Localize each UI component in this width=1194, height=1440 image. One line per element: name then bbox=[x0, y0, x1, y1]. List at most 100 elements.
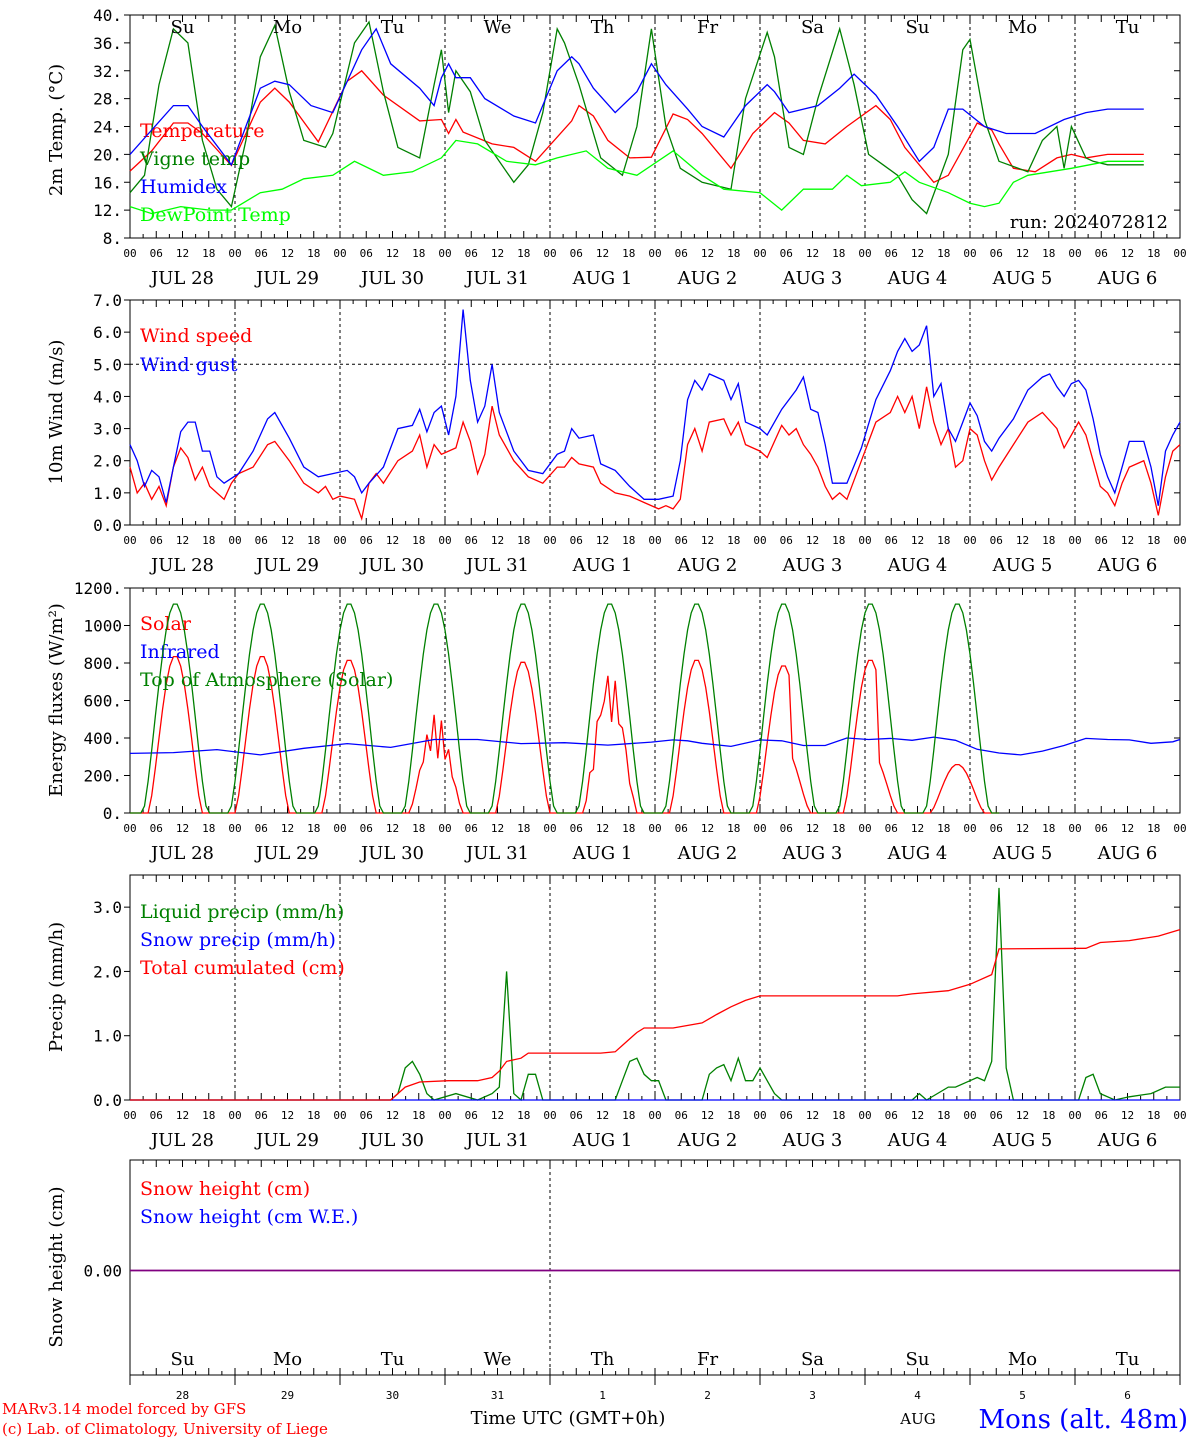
panel-3-hour-label: 18 bbox=[622, 822, 635, 835]
panel-1-hour-label: 06 bbox=[780, 247, 793, 260]
panel-2-hour-label: 12 bbox=[386, 534, 399, 547]
panel-3-hour-label: 06 bbox=[675, 822, 688, 835]
panel-4-hour-label: 00 bbox=[648, 1109, 661, 1122]
panel-4-date-label: JUL 28 bbox=[149, 1130, 214, 1151]
panel-2-hour-label: 12 bbox=[176, 534, 189, 547]
panel-1-hour-label: 12 bbox=[806, 247, 819, 260]
panel-2-frame bbox=[129, 299, 1181, 526]
copyright-credit: (c) Lab. of Climatology, University of L… bbox=[2, 1420, 328, 1438]
panel-1-weekday-label: Tu bbox=[381, 17, 405, 38]
panel-3-y-tick-label: 800. bbox=[83, 654, 122, 673]
panel-4-hour-label: 06 bbox=[675, 1109, 688, 1122]
panel-3-hour-label: 12 bbox=[701, 822, 714, 835]
panel-3-hour-label: 18 bbox=[517, 822, 530, 835]
panel-2-hour-label: 06 bbox=[570, 534, 583, 547]
panel-1-weekday-label: Fr bbox=[697, 17, 718, 38]
panel-4-hour-label: 06 bbox=[255, 1109, 268, 1122]
panel-2-y-tick-label: 5.0 bbox=[93, 355, 122, 374]
panel-3-legend-1: Solar bbox=[140, 613, 192, 635]
panel-4-hour-label: 00 bbox=[333, 1109, 346, 1122]
panel-4-series-3-line bbox=[130, 928, 1181, 1101]
panel-2-hour-label: 06 bbox=[255, 534, 268, 547]
panel-1-y-tick-label: 28. bbox=[93, 90, 122, 109]
panel-5-weekday-label: Tu bbox=[1116, 1349, 1140, 1370]
panel-5-weekday-label: Sa bbox=[801, 1349, 824, 1370]
panel-3-hour-label: 12 bbox=[176, 822, 189, 835]
panel-1-hour-label: 18 bbox=[412, 247, 425, 260]
panel-1-weekday-label: Mo bbox=[273, 17, 302, 38]
panel-4-hour-label: 18 bbox=[937, 1109, 950, 1122]
panel-1-weekday-label: Th bbox=[591, 17, 615, 38]
panel-1-hour-label: 06 bbox=[570, 247, 583, 260]
panel-2-date-label: JUL 29 bbox=[254, 555, 319, 576]
panel-3-hour-label: 00 bbox=[1173, 822, 1186, 835]
panel-4-hour-label: 18 bbox=[727, 1109, 740, 1122]
panel-3-hour-label: 00 bbox=[753, 822, 766, 835]
panel-3-hour-label: 06 bbox=[360, 822, 373, 835]
panel-1-hour-label: 18 bbox=[1042, 247, 1055, 260]
panel-4-hour-label: 18 bbox=[307, 1109, 320, 1122]
panel-1-hour-label: 06 bbox=[150, 247, 163, 260]
panel-4-legend-2: Snow precip (mm/h) bbox=[140, 929, 336, 951]
panel-3-hour-label: 00 bbox=[1068, 822, 1081, 835]
panel-3-hour-label: 00 bbox=[963, 822, 976, 835]
panel-1-hour-label: 00 bbox=[123, 247, 136, 260]
panel-1-weekday-label: Tu bbox=[1116, 17, 1140, 38]
panel-2-hour-label: 00 bbox=[1068, 534, 1081, 547]
panel-5-legend-2: Snow height (cm W.E.) bbox=[140, 1206, 358, 1228]
panel-5-weekday-label: Tu bbox=[381, 1349, 405, 1370]
panel-2-legend-1: Wind speed bbox=[140, 325, 252, 347]
panel-3-hour-label: 18 bbox=[1042, 822, 1055, 835]
panel-1-hour-label: 06 bbox=[1095, 247, 1108, 260]
panel-5-y-tick-label: 0.00 bbox=[83, 1262, 122, 1281]
panel-4-hour-label: 00 bbox=[228, 1109, 241, 1122]
panel-1-hour-label: 18 bbox=[307, 247, 320, 260]
panel-5-day-number: 3 bbox=[809, 1389, 816, 1402]
panel-1-weekday-label: We bbox=[484, 17, 512, 38]
panel-2-hour-label: 18 bbox=[832, 534, 845, 547]
panel-5-day-number: 30 bbox=[386, 1389, 399, 1402]
panel-2-y-tick-label: 7.0 bbox=[93, 291, 122, 310]
panel-3-hour-label: 12 bbox=[596, 822, 609, 835]
panel-5-weekday-label: We bbox=[484, 1349, 512, 1370]
panel-4-date-label: JUL 30 bbox=[359, 1130, 424, 1151]
panel-4-legend-1: Liquid precip (mm/h) bbox=[140, 901, 344, 923]
panel-2-hour-label: 06 bbox=[150, 534, 163, 547]
panel-2-hour-label: 18 bbox=[307, 534, 320, 547]
panel-4-hour-label: 06 bbox=[1095, 1109, 1108, 1122]
panel-5-day-number: 1 bbox=[599, 1389, 606, 1402]
panel-2-hour-label: 00 bbox=[963, 534, 976, 547]
panel-1-weekday-label: Su bbox=[171, 17, 195, 38]
panel-1-hour-label: 12 bbox=[386, 247, 399, 260]
panel-4-hour-label: 12 bbox=[596, 1109, 609, 1122]
panel-4-hour-label: 06 bbox=[465, 1109, 478, 1122]
panel-2-hour-label: 00 bbox=[543, 534, 556, 547]
panel-1-hour-label: 12 bbox=[1121, 247, 1134, 260]
panel-5-legend-1: Snow height (cm) bbox=[140, 1178, 310, 1200]
panel-3-date-label: AUG 1 bbox=[572, 843, 633, 864]
panel-2-date-label: AUG 1 bbox=[572, 555, 633, 576]
panel-5-day-number: 5 bbox=[1019, 1389, 1026, 1402]
panel-2-y-tick-label: 1.0 bbox=[93, 484, 122, 503]
panel-5-y-axis-label: Snow height (cm) bbox=[46, 1186, 67, 1347]
panel-3-y-tick-label: 1000 bbox=[83, 617, 122, 636]
panel-4-hour-label: 12 bbox=[1121, 1109, 1134, 1122]
panel-2-hour-label: 12 bbox=[596, 534, 609, 547]
panel-4-y-tick-label: 1.0 bbox=[93, 1027, 122, 1046]
panel-4-hour-label: 12 bbox=[386, 1109, 399, 1122]
panel-3-hour-label: 18 bbox=[937, 822, 950, 835]
panel-3-hour-label: 00 bbox=[858, 822, 871, 835]
panel-2-y-axis-label: 10m Wind (m/s) bbox=[46, 340, 67, 485]
panel-1-y-tick-label: 20. bbox=[93, 145, 122, 164]
panel-2-hour-label: 06 bbox=[675, 534, 688, 547]
panel-1-series-3-line bbox=[129, 27, 1144, 167]
panel-2-hour-label: 00 bbox=[1173, 534, 1186, 547]
panel-1-hour-label: 00 bbox=[753, 247, 766, 260]
panel-2-hour-label: 12 bbox=[911, 534, 924, 547]
panel-1-date-label: JUL 29 bbox=[254, 268, 319, 289]
panel-2-hour-label: 12 bbox=[806, 534, 819, 547]
panel-5-weekday-label: Su bbox=[171, 1349, 195, 1370]
panel-3-date-label: AUG 2 bbox=[677, 843, 738, 864]
panel-3-hour-label: 06 bbox=[570, 822, 583, 835]
panel-5-weekday-label: Su bbox=[906, 1349, 930, 1370]
